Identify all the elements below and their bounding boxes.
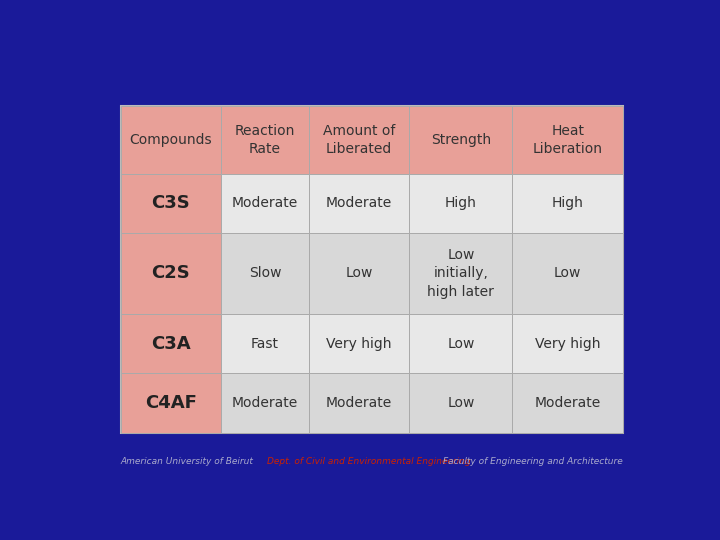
Text: Amount of
Liberated: Amount of Liberated — [323, 124, 395, 156]
Bar — [410, 373, 513, 433]
Text: Low: Low — [447, 396, 474, 410]
Bar — [513, 106, 623, 173]
Text: American University of Beirut: American University of Beirut — [121, 457, 253, 467]
Bar — [410, 106, 513, 173]
Text: Low: Low — [346, 266, 373, 280]
Bar — [221, 173, 309, 233]
Text: Moderate: Moderate — [232, 197, 298, 211]
Text: Heat
Liberation: Heat Liberation — [533, 124, 603, 156]
Bar — [513, 173, 623, 233]
Bar — [309, 173, 410, 233]
Bar — [513, 233, 623, 314]
Text: High: High — [445, 197, 477, 211]
Text: Compounds: Compounds — [130, 133, 212, 147]
Text: Faculty of Engineering and Architecture: Faculty of Engineering and Architecture — [443, 457, 623, 467]
Text: Reaction
Rate: Reaction Rate — [235, 124, 295, 156]
Text: Low: Low — [554, 266, 581, 280]
Text: Strength: Strength — [431, 133, 491, 147]
Bar — [410, 173, 513, 233]
Text: Moderate: Moderate — [326, 197, 392, 211]
Text: C3A: C3A — [151, 334, 191, 353]
Text: High: High — [552, 197, 584, 211]
Text: Moderate: Moderate — [232, 396, 298, 410]
Bar — [121, 106, 221, 173]
Bar — [410, 233, 513, 314]
Bar — [221, 373, 309, 433]
Text: Very high: Very high — [326, 336, 392, 350]
Text: Fast: Fast — [251, 336, 279, 350]
Bar — [121, 233, 221, 314]
Bar — [309, 373, 410, 433]
Bar — [221, 233, 309, 314]
Text: Dept. of Civil and Environmental Engineering: Dept. of Civil and Environmental Enginee… — [267, 457, 471, 467]
Bar — [221, 106, 309, 173]
Bar — [121, 314, 221, 373]
Text: C2S: C2S — [151, 265, 190, 282]
Bar — [221, 314, 309, 373]
Bar — [309, 314, 410, 373]
Text: C4AF: C4AF — [145, 394, 197, 412]
Bar — [121, 106, 623, 433]
Text: Slow: Slow — [249, 266, 282, 280]
Text: C3S: C3S — [151, 194, 190, 212]
Bar — [309, 106, 410, 173]
Text: Low: Low — [447, 336, 474, 350]
Text: Moderate: Moderate — [534, 396, 600, 410]
Bar — [513, 373, 623, 433]
Bar — [513, 314, 623, 373]
Text: Moderate: Moderate — [326, 396, 392, 410]
Bar — [121, 173, 221, 233]
Bar — [410, 314, 513, 373]
Bar — [309, 233, 410, 314]
Bar — [121, 373, 221, 433]
Text: Low
initially,
high later: Low initially, high later — [428, 248, 495, 299]
Text: Very high: Very high — [535, 336, 600, 350]
